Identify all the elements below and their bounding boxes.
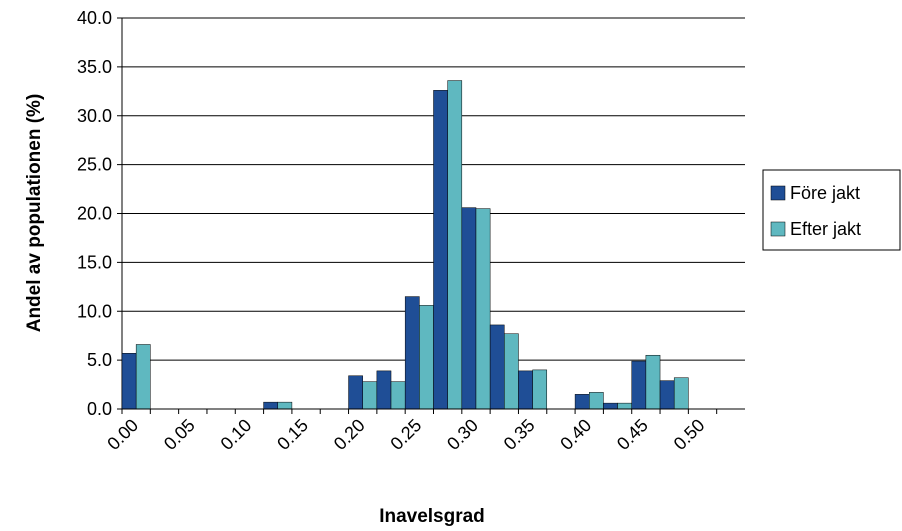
bar bbox=[631, 360, 647, 410]
bar bbox=[603, 402, 618, 410]
y-tick-label: 35.0 bbox=[77, 57, 112, 77]
y-tick-label: 20.0 bbox=[77, 204, 112, 224]
x-tick-label: 0.15 bbox=[273, 415, 312, 454]
x-tick-label: 0.50 bbox=[670, 415, 709, 454]
bar bbox=[518, 370, 533, 410]
bar bbox=[532, 369, 548, 410]
x-tick-label: 0.00 bbox=[103, 415, 142, 454]
y-tick-label: 10.0 bbox=[77, 301, 112, 321]
bar bbox=[489, 324, 505, 410]
bar bbox=[277, 401, 293, 410]
x-tick-label: 0.05 bbox=[160, 415, 199, 454]
legend-label: Före jakt bbox=[790, 183, 860, 203]
y-tick-label: 15.0 bbox=[77, 252, 112, 272]
x-tick-label: 0.45 bbox=[613, 415, 652, 454]
bar bbox=[376, 370, 392, 410]
bar bbox=[348, 375, 363, 410]
x-tick-label: 0.30 bbox=[443, 415, 482, 454]
bar bbox=[419, 305, 434, 410]
x-tick-label: 0.10 bbox=[217, 415, 256, 454]
x-axis-title: Inavelsgrad bbox=[379, 506, 485, 527]
legend-swatch bbox=[770, 185, 786, 201]
x-tick-label: 0.20 bbox=[330, 415, 369, 454]
legend-label: Efter jakt bbox=[790, 219, 861, 239]
bar bbox=[404, 296, 420, 410]
bar bbox=[461, 207, 477, 410]
y-tick-label: 5.0 bbox=[87, 350, 112, 370]
bar bbox=[659, 380, 675, 410]
bar bbox=[135, 344, 151, 410]
y-tick-label: 40.0 bbox=[77, 8, 112, 28]
y-tick-label: 0.0 bbox=[87, 399, 112, 419]
y-axis-title: Andel av populationen (%) bbox=[24, 94, 45, 333]
x-tick-label: 0.35 bbox=[500, 415, 539, 454]
bar bbox=[263, 401, 279, 410]
legend-box bbox=[762, 169, 901, 251]
bar bbox=[589, 392, 604, 410]
x-tick-label: 0.40 bbox=[556, 415, 595, 454]
bar bbox=[390, 381, 406, 410]
bar bbox=[504, 333, 519, 410]
bar bbox=[645, 354, 661, 410]
y-tick-label: 25.0 bbox=[77, 155, 112, 175]
bar bbox=[362, 381, 378, 410]
bar bbox=[475, 208, 491, 410]
legend-swatch bbox=[770, 221, 786, 237]
x-tick-label: 0.25 bbox=[386, 415, 425, 454]
bar bbox=[574, 394, 590, 410]
bar bbox=[121, 353, 137, 410]
bar bbox=[447, 80, 463, 410]
bar bbox=[433, 90, 448, 410]
bar bbox=[617, 402, 632, 410]
bar bbox=[673, 377, 689, 410]
y-tick-label: 30.0 bbox=[77, 106, 112, 126]
